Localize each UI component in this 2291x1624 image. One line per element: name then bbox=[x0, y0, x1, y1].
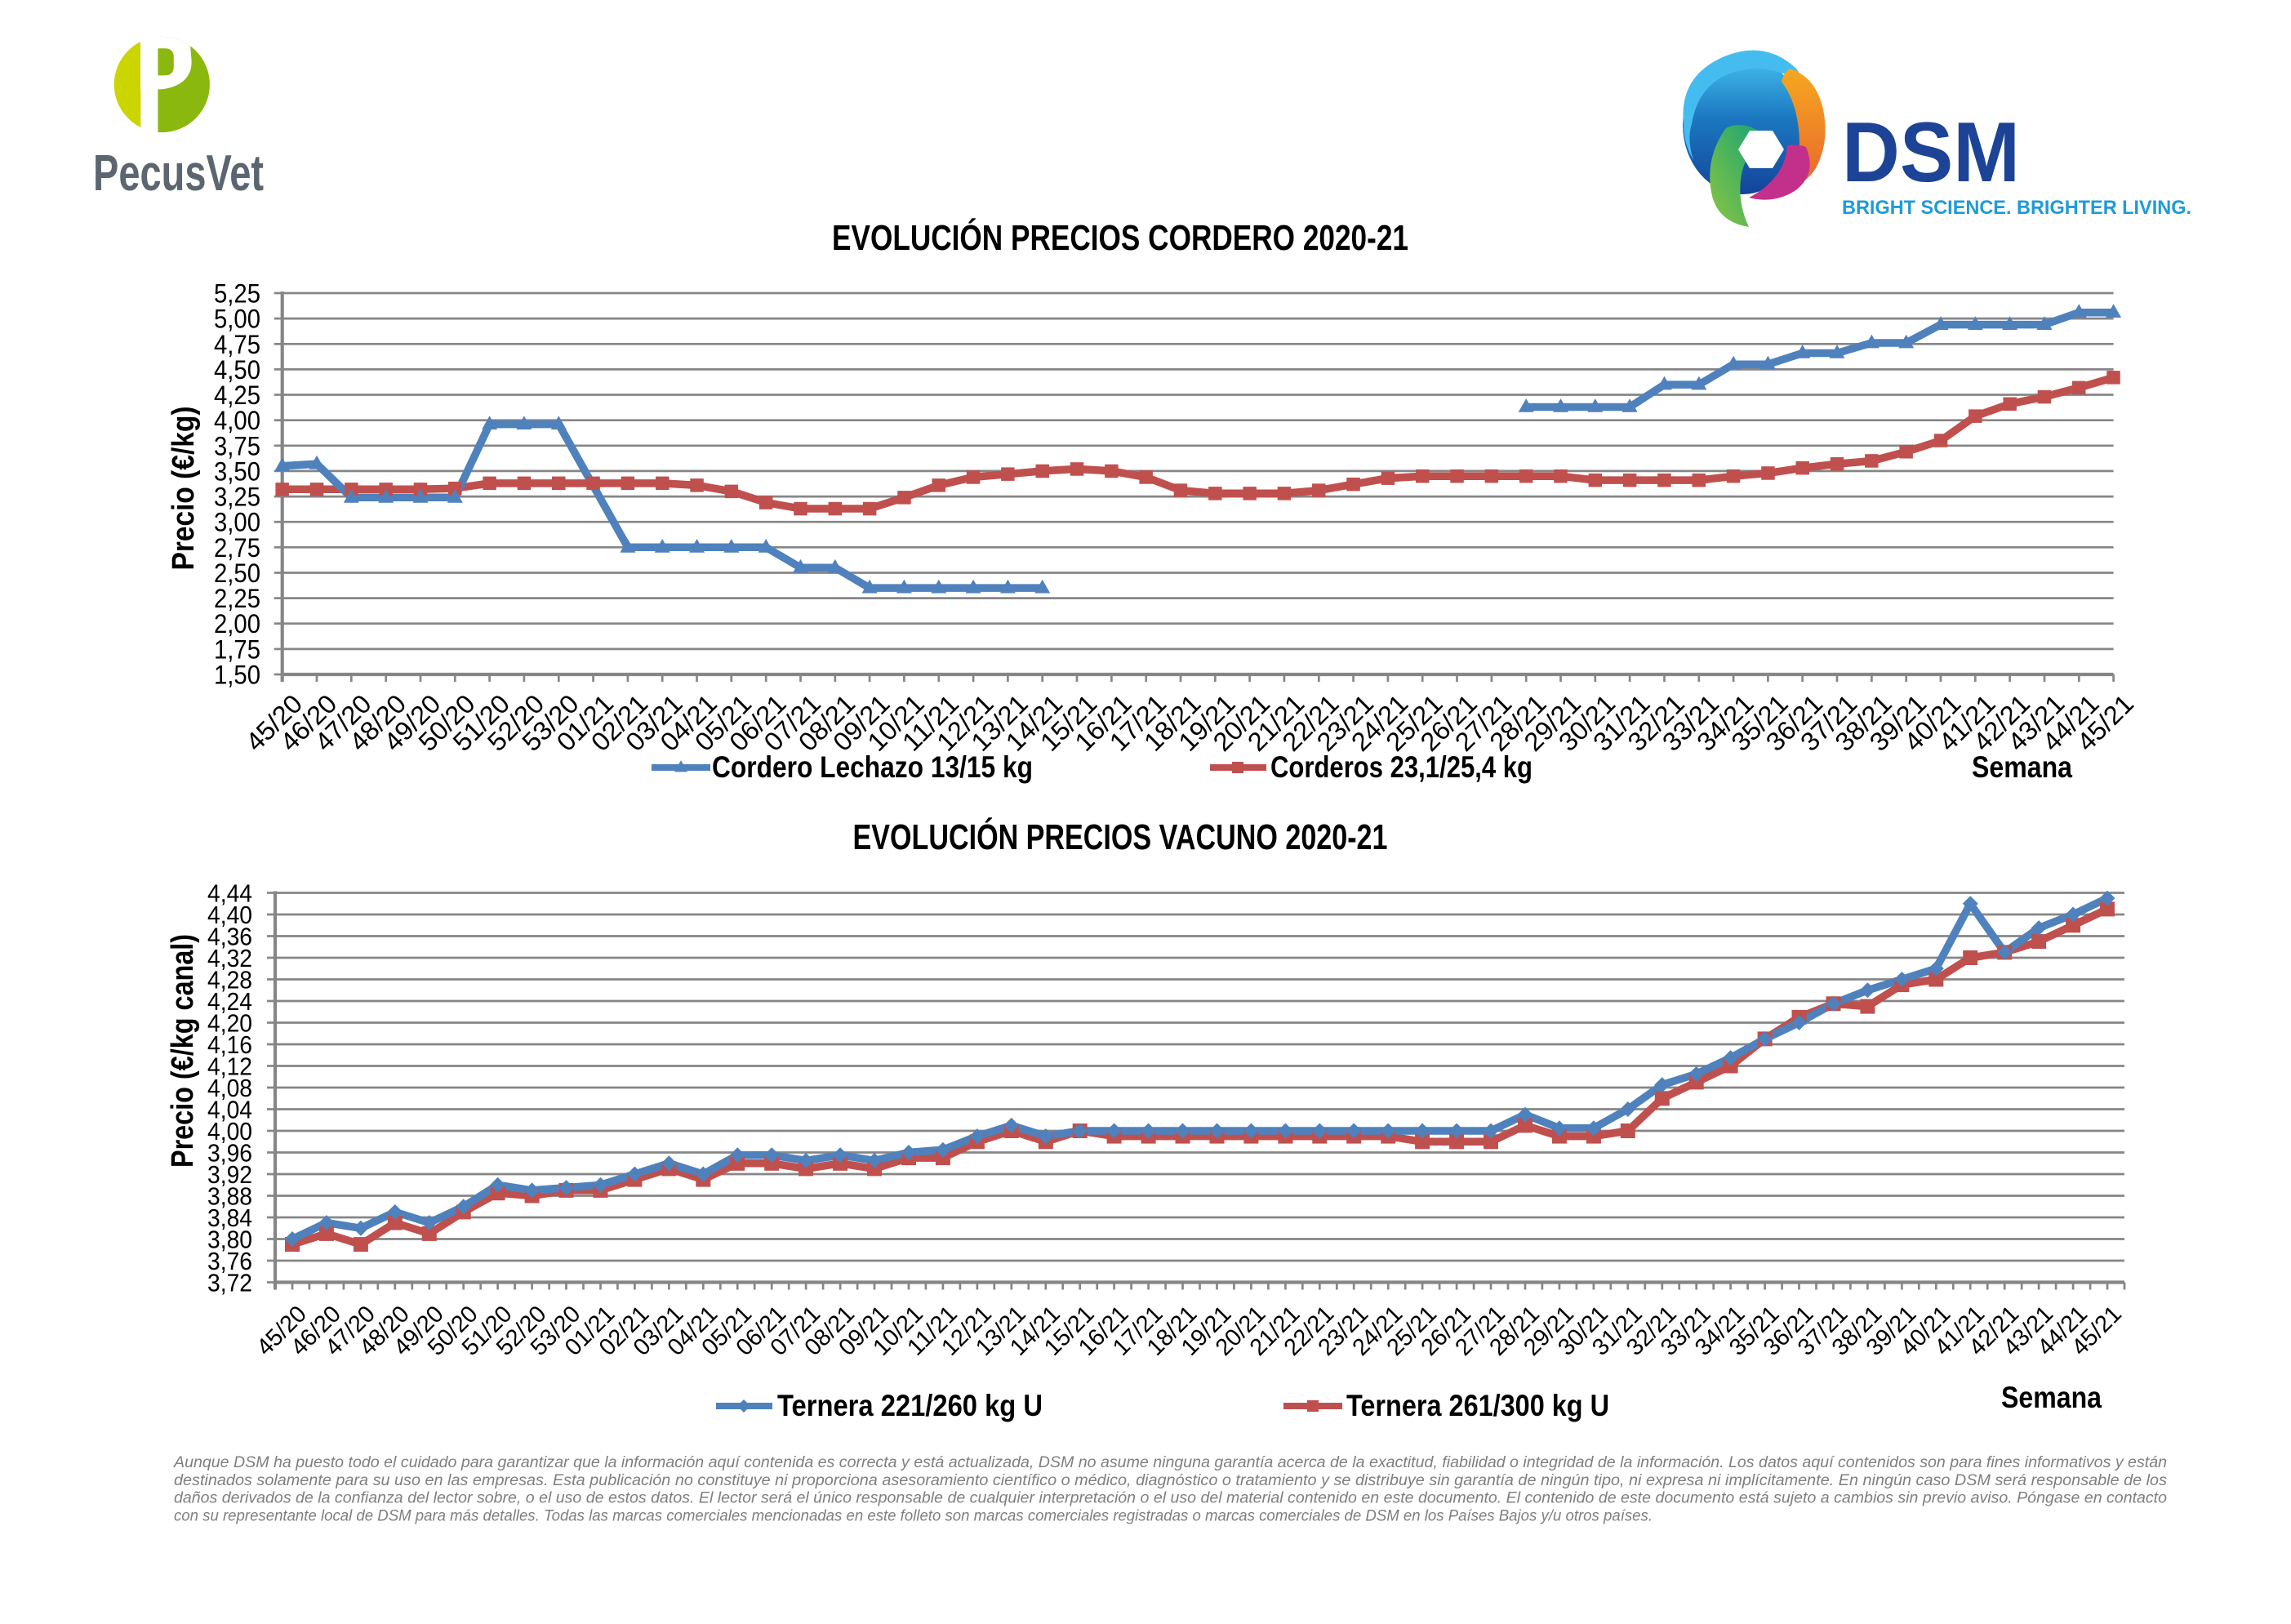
svg-text:4,08: 4,08 bbox=[207, 1074, 252, 1102]
svg-text:4,24: 4,24 bbox=[207, 987, 252, 1016]
svg-text:2,00: 2,00 bbox=[214, 609, 260, 638]
svg-text:daños derivados de la confianz: daños derivados de la confianza del lect… bbox=[174, 1490, 2167, 1507]
svg-text:1,75: 1,75 bbox=[214, 634, 260, 664]
svg-text:EVOLUCIÓN PRECIOS VACUNO 2020-: EVOLUCIÓN PRECIOS VACUNO 2020-21 bbox=[853, 816, 1388, 857]
svg-text:Corderos 23,1/25,4 kg: Corderos 23,1/25,4 kg bbox=[1270, 750, 1533, 784]
svg-text:EVOLUCIÓN PRECIOS CORDERO 2020: EVOLUCIÓN PRECIOS CORDERO 2020-21 bbox=[832, 217, 1408, 258]
svg-text:3,72: 3,72 bbox=[207, 1269, 252, 1297]
svg-text:3,92: 3,92 bbox=[207, 1160, 252, 1189]
svg-text:3,50: 3,50 bbox=[214, 456, 260, 486]
svg-text:4,44: 4,44 bbox=[207, 879, 252, 908]
svg-text:destinados solamente para su u: destinados solamente para su uso en las … bbox=[174, 1472, 2168, 1489]
svg-text:3,80: 3,80 bbox=[207, 1226, 252, 1254]
svg-text:2,75: 2,75 bbox=[214, 533, 260, 563]
svg-text:4,20: 4,20 bbox=[207, 1009, 252, 1038]
svg-text:Semana: Semana bbox=[1972, 750, 2072, 784]
svg-text:PecusVet: PecusVet bbox=[93, 145, 264, 202]
svg-text:1,50: 1,50 bbox=[214, 661, 260, 690]
svg-text:DSM: DSM bbox=[1842, 105, 2020, 200]
svg-text:4,00: 4,00 bbox=[207, 1117, 252, 1146]
svg-text:2,50: 2,50 bbox=[214, 558, 260, 588]
svg-text:Ternera 221/260 kg U: Ternera 221/260 kg U bbox=[777, 1389, 1043, 1422]
svg-text:4,36: 4,36 bbox=[207, 923, 252, 951]
svg-text:BRIGHT SCIENCE. BRIGHTER LIVIN: BRIGHT SCIENCE. BRIGHTER LIVING. bbox=[1842, 197, 2191, 219]
svg-text:Precio (€/kg canal): Precio (€/kg canal) bbox=[166, 934, 200, 1168]
svg-text:3,96: 3,96 bbox=[207, 1139, 252, 1168]
svg-text:4,40: 4,40 bbox=[207, 901, 252, 929]
svg-text:4,12: 4,12 bbox=[207, 1052, 252, 1081]
svg-text:3,76: 3,76 bbox=[207, 1247, 252, 1275]
svg-text:3,25: 3,25 bbox=[214, 483, 260, 512]
svg-text:3,84: 3,84 bbox=[207, 1204, 252, 1232]
svg-text:Ternera 261/300 kg U: Ternera 261/300 kg U bbox=[1346, 1389, 1609, 1422]
svg-text:4,28: 4,28 bbox=[207, 966, 252, 994]
svg-text:4,04: 4,04 bbox=[207, 1096, 252, 1124]
svg-text:Semana: Semana bbox=[2001, 1381, 2102, 1414]
svg-text:4,16: 4,16 bbox=[207, 1030, 252, 1059]
svg-text:5,00: 5,00 bbox=[214, 305, 260, 334]
svg-text:4,00: 4,00 bbox=[214, 406, 260, 435]
svg-text:4,25: 4,25 bbox=[214, 380, 260, 410]
svg-text:Aunque DSM ha puesto todo el c: Aunque DSM ha puesto todo el cuidado par… bbox=[173, 1454, 2167, 1471]
svg-text:3,88: 3,88 bbox=[207, 1182, 252, 1211]
svg-text:con su representante local de: con su representante local de DSM para m… bbox=[174, 1507, 1653, 1524]
svg-text:3,75: 3,75 bbox=[214, 431, 260, 461]
svg-text:4,32: 4,32 bbox=[207, 944, 252, 972]
svg-text:3,00: 3,00 bbox=[214, 508, 260, 537]
svg-text:Precio (€/kg): Precio (€/kg) bbox=[167, 407, 201, 571]
svg-text:4,50: 4,50 bbox=[214, 355, 260, 385]
svg-text:4,75: 4,75 bbox=[214, 330, 260, 359]
svg-text:5,25: 5,25 bbox=[214, 279, 260, 309]
svg-text:Cordero Lechazo 13/15 kg: Cordero Lechazo 13/15 kg bbox=[712, 750, 1033, 784]
svg-text:2,25: 2,25 bbox=[214, 584, 260, 613]
